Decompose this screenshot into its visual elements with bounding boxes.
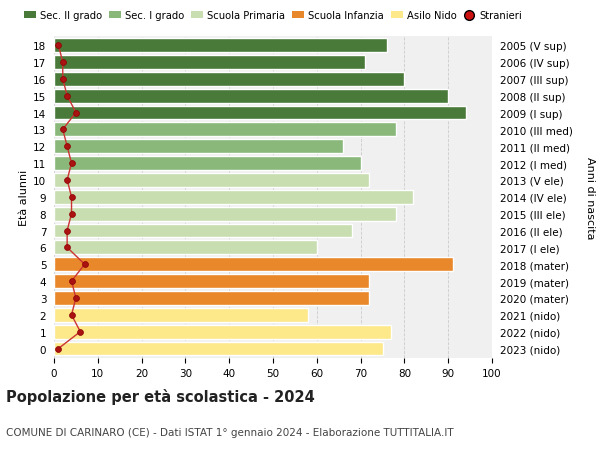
Bar [54,123,395,137]
Point [58,126,68,134]
Bar [54,342,383,356]
Bar [54,207,395,221]
Point [76,328,85,336]
Bar [54,56,365,70]
Point [53,42,63,50]
Bar [54,258,452,272]
Y-axis label: Anni di nascita: Anni di nascita [585,156,595,239]
Text: Popolazione per età scolastica - 2024: Popolazione per età scolastica - 2024 [6,388,315,404]
Point [67,194,76,201]
Point [71,295,81,302]
Point [62,93,72,100]
Point [67,160,76,168]
Point [80,261,89,269]
Bar [54,224,352,238]
Bar [54,90,448,103]
Bar [54,140,343,154]
Point [62,143,72,151]
Bar [54,106,466,120]
Bar [54,291,370,305]
Point [58,59,68,67]
Point [62,177,72,184]
Point [53,345,63,353]
Point [67,312,76,319]
Text: COMUNE DI CARINARO (CE) - Dati ISTAT 1° gennaio 2024 - Elaborazione TUTTITALIA.I: COMUNE DI CARINARO (CE) - Dati ISTAT 1° … [6,427,454,437]
Bar [54,241,317,255]
Bar [54,190,413,204]
Bar [54,325,391,339]
Legend: Sec. II grado, Sec. I grado, Scuola Primaria, Scuola Infanzia, Asilo Nido, Stran: Sec. II grado, Sec. I grado, Scuola Prim… [20,7,526,25]
Bar [54,73,404,86]
Point [67,211,76,218]
Y-axis label: Età alunni: Età alunni [19,169,29,225]
Bar [54,274,370,288]
Bar [54,157,361,171]
Point [62,244,72,252]
Bar [54,308,308,322]
Point [58,76,68,83]
Point [71,110,81,117]
Point [62,227,72,235]
Bar [54,174,370,187]
Point [67,278,76,285]
Bar [54,39,387,53]
